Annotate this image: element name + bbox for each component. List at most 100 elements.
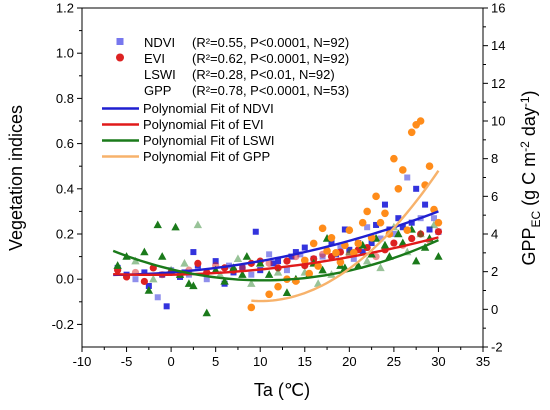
lswi-point <box>211 265 220 274</box>
evi-point <box>283 257 291 265</box>
fit-line-lswi <box>112 239 439 282</box>
y2-tick-label: 6 <box>491 189 498 204</box>
y2-title-sup2: -1 <box>518 96 532 107</box>
fit-line-ndvi <box>113 210 439 277</box>
lswi-point <box>247 279 256 287</box>
legend-label-evi: EVI <box>144 51 165 66</box>
ndvi-point <box>408 219 415 226</box>
ndvi-point <box>248 271 255 278</box>
x-tick-label: 35 <box>476 354 490 369</box>
evi-point <box>194 259 202 267</box>
ndvi-point <box>145 282 152 289</box>
y2-title-mid: day <box>519 107 539 141</box>
y-tick-label: 0.8 <box>56 91 74 106</box>
legend-fit-label: Polynomial Fit of EVI <box>143 117 264 132</box>
lswi-point <box>434 252 443 260</box>
fit-line-gpp <box>251 170 440 303</box>
gpp-point <box>354 239 363 248</box>
lswi-point <box>149 274 158 283</box>
ndvi-point <box>422 201 429 208</box>
gpp-point <box>372 192 380 201</box>
evi-point <box>238 264 246 272</box>
gpp-point <box>416 117 425 125</box>
ndvi-point <box>301 244 308 251</box>
lswi-point <box>313 279 323 287</box>
lswi-point <box>256 258 265 267</box>
ndvi-point <box>430 215 437 222</box>
y2-tick-label: 0 <box>491 302 498 317</box>
y-tick-label: 1.0 <box>56 46 74 61</box>
gpp-point <box>399 166 407 174</box>
x-tick-label: 0 <box>167 354 174 369</box>
ndvi-point <box>328 240 335 247</box>
ndvi-point <box>404 174 411 181</box>
lswi-point <box>113 261 122 269</box>
y2-title-main: GPP <box>519 228 539 266</box>
lswi-point <box>416 229 425 238</box>
ndvi-point <box>252 228 259 235</box>
lswi-point <box>318 265 327 274</box>
gpp-point <box>363 207 371 216</box>
ndvi-point <box>395 215 402 222</box>
legend-label-ndvi: NDVI <box>144 35 175 50</box>
y2-title-sup1: -2 <box>518 141 532 152</box>
gpp-point <box>314 262 322 270</box>
y-tick-label: 0.2 <box>56 227 74 242</box>
ndvi-point <box>377 235 384 242</box>
lswi-point <box>273 267 283 276</box>
y2-tick-label: 12 <box>491 76 505 91</box>
gpp-point <box>358 218 367 227</box>
lswi-point <box>184 279 194 287</box>
lswi-point <box>376 263 385 272</box>
gpp-point <box>390 154 398 163</box>
evi-point <box>417 230 425 238</box>
y-axis-title: Vegetation indices <box>6 105 26 251</box>
lswi-point <box>140 247 149 256</box>
ndvi-point <box>426 226 433 233</box>
gpp-point <box>381 209 389 218</box>
ndvi-point <box>275 258 282 265</box>
lswi-point <box>242 252 252 260</box>
legend-stats-lswi: (R²=0.28, P<0.01, N=92) <box>192 67 335 82</box>
y-tick-label: 0.4 <box>56 181 74 196</box>
legend-fit-label: Polynomial Fit of LSWI <box>143 133 275 148</box>
gpp-point <box>376 218 385 227</box>
ndvi-point <box>163 303 170 310</box>
y-tick-label: 0.0 <box>56 272 74 287</box>
fits-layer <box>112 170 440 303</box>
y2-tick-label: 14 <box>491 38 505 53</box>
ndvi-point <box>368 240 375 247</box>
x-axis-title: Ta (℃) <box>254 380 310 400</box>
evi-point <box>390 239 398 247</box>
y-tick-label: 0.6 <box>56 136 74 151</box>
lswi-point <box>171 222 180 231</box>
x-tick-label: 10 <box>253 354 267 369</box>
gpp-point <box>305 269 314 278</box>
x-tick-label: 15 <box>298 354 312 369</box>
ndvi-point <box>413 185 420 192</box>
ndvi-point <box>364 224 371 231</box>
lswi-point <box>131 256 140 265</box>
lswi-point <box>158 252 167 260</box>
gpp-point <box>318 224 327 233</box>
legend-label-lswi: LSWI <box>144 67 176 82</box>
ndvi-point <box>373 221 380 228</box>
ndvi-point <box>297 251 304 258</box>
lswi-point <box>362 256 372 265</box>
gpp-point <box>247 303 256 312</box>
ndvi-point <box>203 276 210 283</box>
ndvi-point <box>283 267 290 274</box>
ndvi-point <box>154 294 161 301</box>
legend-symbol-evi <box>116 53 124 62</box>
y2-tick-label: 8 <box>491 151 498 166</box>
legend: NDVI (R²=0.55, P<0.0001, N=92) EVI (R²=0.62… <box>102 35 349 164</box>
fit-line-evi <box>113 236 439 277</box>
gpp-point <box>327 233 336 242</box>
lswi-point <box>193 220 203 229</box>
gpp-point <box>434 218 443 227</box>
legend-fit-label: Polynomial Fit of GPP <box>143 149 270 164</box>
evi-point <box>310 255 318 263</box>
lswi-point <box>380 240 390 249</box>
lswi-point <box>398 238 407 247</box>
y2-axis-title: GPPEC (g C m-2 day-1) <box>518 90 543 265</box>
